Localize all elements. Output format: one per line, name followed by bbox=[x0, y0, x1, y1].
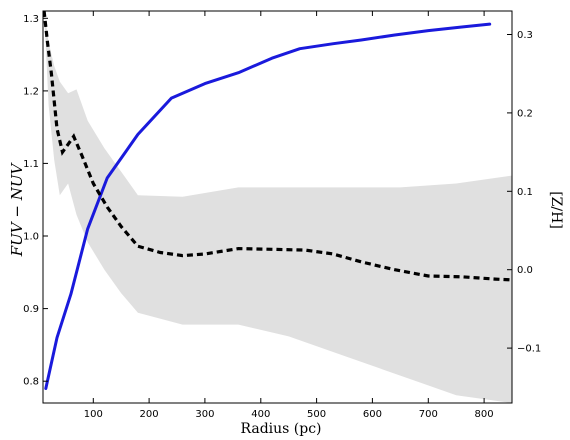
y-right-axis-ticks: −0.1 0.0 0.1 0.2 0.3 bbox=[507, 30, 541, 355]
data-point-metallicity bbox=[494, 278, 497, 281]
data-point-metallicity bbox=[46, 41, 49, 44]
data-point-metallicity bbox=[136, 245, 139, 248]
y-right-tick-label: 0.1 bbox=[517, 187, 533, 198]
y-right-axis-title: [Z/H] bbox=[548, 191, 564, 229]
data-point-fuv-nuv bbox=[393, 34, 396, 37]
y-left-axis-title: FUV − NUV bbox=[8, 162, 26, 258]
y-right-tick-label: 0.0 bbox=[517, 265, 533, 276]
data-point-fuv-nuv bbox=[86, 227, 89, 230]
data-point-metallicity bbox=[270, 248, 273, 251]
plot-area bbox=[42, 10, 513, 404]
data-point-metallicity bbox=[81, 155, 84, 158]
shaded-band bbox=[44, 11, 512, 403]
data-point-metallicity bbox=[393, 268, 396, 271]
data-point-fuv-nuv bbox=[203, 82, 206, 85]
x-tick-label: 700 bbox=[419, 409, 438, 420]
data-point-metallicity bbox=[72, 135, 75, 138]
data-point-fuv-nuv bbox=[170, 97, 173, 100]
data-point-metallicity bbox=[460, 275, 463, 278]
plot-frame bbox=[42, 10, 513, 404]
data-point-metallicity bbox=[237, 247, 240, 250]
x-tick-label: 800 bbox=[475, 409, 494, 420]
y-left-axis-ticks: 0.8 0.9 1.0 1.1 1.2 1.3 bbox=[23, 14, 48, 388]
data-point-fuv-nuv bbox=[298, 47, 301, 50]
data-point-metallicity bbox=[203, 253, 206, 256]
data-point-fuv-nuv bbox=[488, 23, 491, 26]
y-left-tick-label: 1.2 bbox=[23, 86, 39, 97]
y-left-tick-label: 0.8 bbox=[23, 377, 39, 388]
y-left-tick-label: 1.0 bbox=[23, 232, 39, 243]
x-tick-label: 300 bbox=[195, 409, 214, 420]
data-point-fuv-nuv bbox=[237, 71, 240, 74]
data-point-metallicity bbox=[360, 260, 363, 263]
data-point-metallicity bbox=[92, 182, 95, 185]
data-point-metallicity bbox=[304, 249, 307, 252]
x-axis-ticks: 100 200 300 400 500 600 700 800 bbox=[84, 11, 494, 420]
x-tick-label: 600 bbox=[363, 409, 382, 420]
y-right-tick-label: 0.3 bbox=[517, 30, 533, 41]
data-point-metallicity bbox=[427, 275, 430, 278]
x-axis-title: Radius (pc) bbox=[240, 421, 321, 437]
data-point-metallicity bbox=[181, 254, 184, 257]
y-right-tick-label: 0.2 bbox=[517, 108, 533, 119]
data-point-metallicity bbox=[67, 143, 70, 146]
data-point-fuv-nuv bbox=[460, 26, 463, 29]
data-point-fuv-nuv bbox=[136, 133, 139, 136]
data-point-metallicity bbox=[61, 151, 64, 154]
x-tick-label: 400 bbox=[251, 409, 270, 420]
data-point-metallicity bbox=[120, 225, 123, 228]
x-tick-label: 100 bbox=[84, 409, 103, 420]
data-point-fuv-nuv bbox=[427, 29, 430, 32]
y-right-tick-label: −0.1 bbox=[517, 344, 541, 355]
series-line-metallicity bbox=[42, 10, 513, 282]
data-point-metallicity bbox=[332, 253, 335, 256]
data-point-metallicity bbox=[106, 206, 109, 209]
data-point-fuv-nuv bbox=[332, 42, 335, 45]
data-point-fuv-nuv bbox=[270, 57, 273, 60]
data-point-fuv-nuv bbox=[106, 177, 109, 180]
y-left-tick-label: 0.9 bbox=[23, 304, 39, 315]
series-line-fuv-nuv bbox=[44, 22, 492, 390]
data-point-fuv-nuv bbox=[69, 293, 72, 296]
x-tick-label: 200 bbox=[140, 409, 159, 420]
data-point-fuv-nuv bbox=[360, 39, 363, 42]
y-left-tick-label: 1.3 bbox=[23, 14, 39, 25]
data-point-fuv-nuv bbox=[44, 387, 47, 390]
data-point-metallicity bbox=[50, 72, 53, 75]
data-point-fuv-nuv bbox=[56, 336, 59, 339]
x-tick-label: 500 bbox=[307, 409, 326, 420]
data-point-metallicity bbox=[159, 251, 162, 254]
y-left-tick-label: 1.1 bbox=[23, 159, 39, 170]
data-point-metallicity bbox=[56, 127, 59, 130]
